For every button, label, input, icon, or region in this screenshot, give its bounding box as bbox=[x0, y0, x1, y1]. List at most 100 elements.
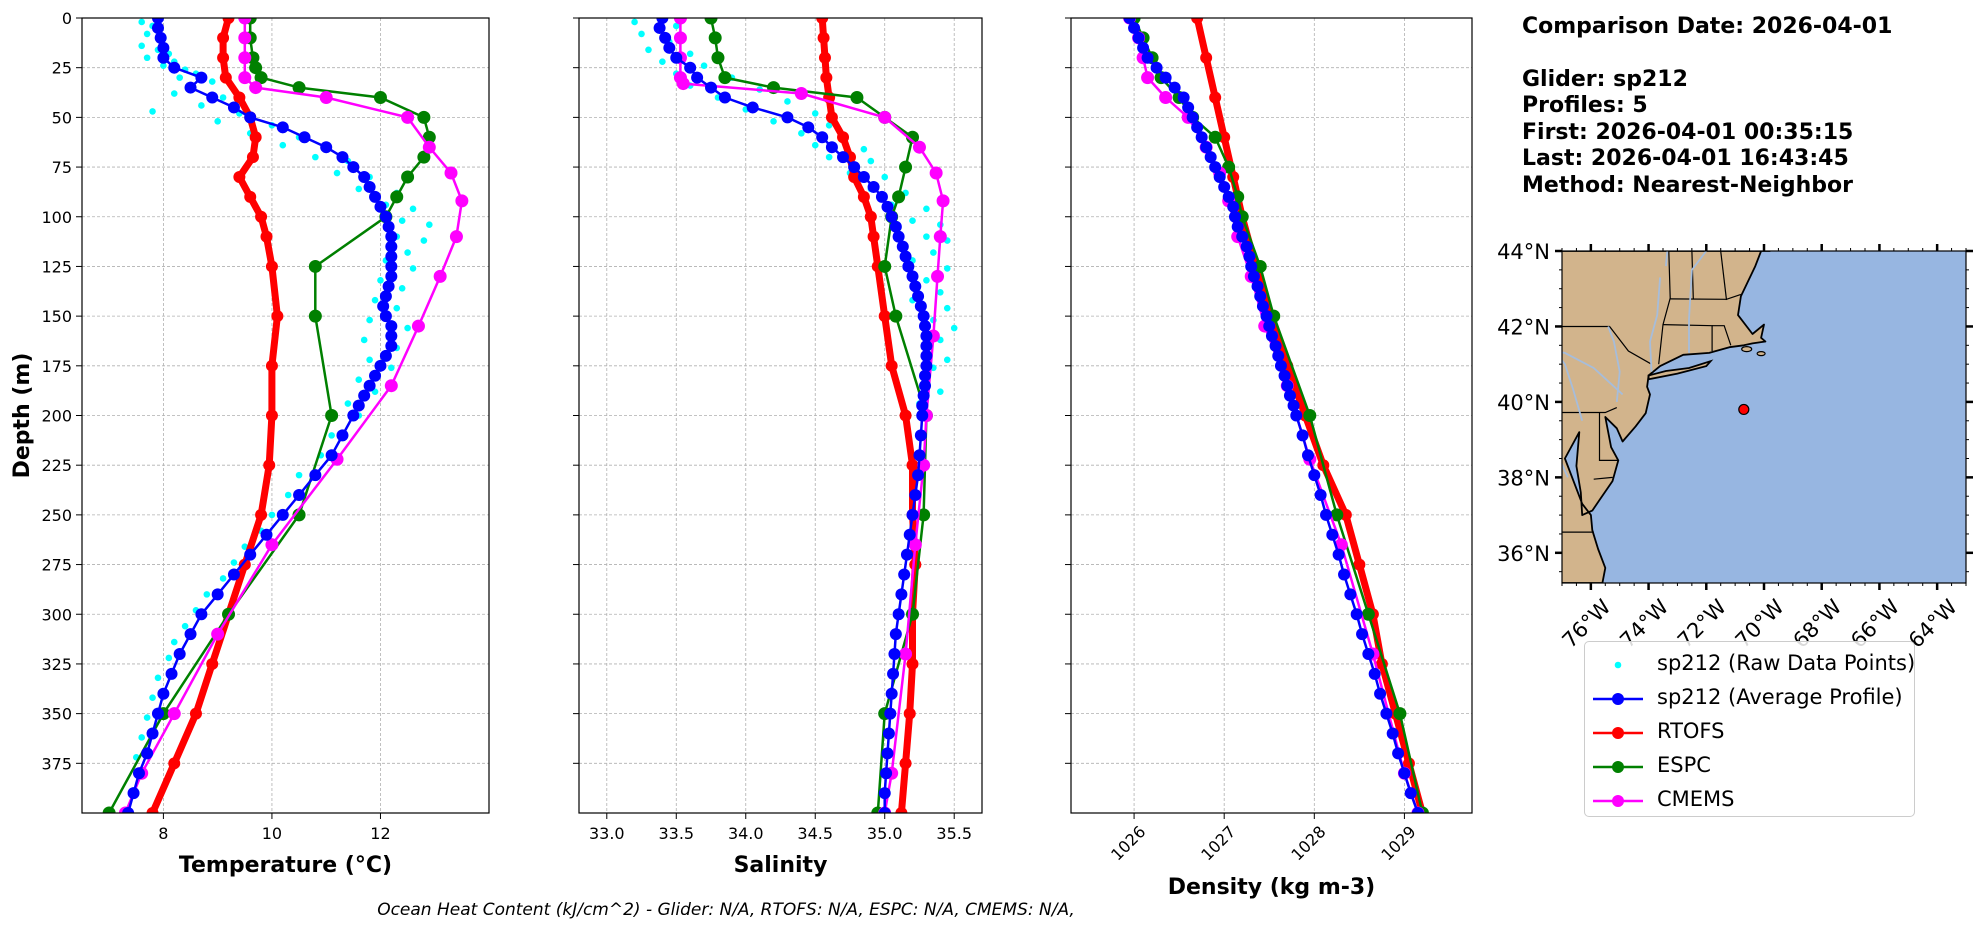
raw-point bbox=[930, 249, 937, 256]
average-marker bbox=[168, 61, 181, 74]
cmems-marker bbox=[444, 166, 458, 180]
cmems-marker bbox=[422, 140, 436, 154]
average-marker bbox=[336, 429, 349, 442]
espc-marker bbox=[899, 160, 913, 174]
average-marker bbox=[920, 330, 933, 342]
raw-point bbox=[138, 734, 145, 741]
raw-point bbox=[143, 30, 151, 38]
average-marker bbox=[379, 290, 392, 303]
espc-marker bbox=[308, 259, 322, 273]
rtofs-marker bbox=[238, 558, 251, 571]
average-marker bbox=[825, 141, 838, 154]
raw-point bbox=[295, 471, 303, 479]
average-marker bbox=[902, 260, 915, 273]
series-group bbox=[1123, 18, 1429, 813]
legend-marker bbox=[1612, 693, 1624, 705]
average-marker bbox=[151, 18, 164, 24]
raw-point bbox=[420, 237, 428, 244]
nantucket bbox=[1756, 351, 1766, 357]
average-marker bbox=[195, 71, 208, 84]
average-marker bbox=[1326, 528, 1339, 541]
cmems-marker bbox=[912, 140, 926, 154]
raw-point bbox=[943, 265, 951, 272]
series-average bbox=[653, 18, 933, 813]
average-marker bbox=[916, 399, 929, 412]
average-marker bbox=[909, 489, 922, 501]
average-marker bbox=[1265, 330, 1278, 342]
average-marker bbox=[1141, 51, 1154, 64]
raw-point bbox=[825, 122, 833, 129]
average-marker bbox=[347, 409, 360, 422]
average-marker bbox=[659, 31, 672, 44]
raw-point bbox=[811, 141, 819, 149]
y-axis bbox=[1065, 17, 1071, 764]
espc-marker bbox=[254, 71, 268, 85]
average-marker bbox=[336, 151, 349, 164]
average-marker bbox=[1368, 667, 1381, 680]
cmems-marker bbox=[673, 31, 687, 45]
average-marker bbox=[1344, 588, 1357, 601]
x-axis-label: Salinity bbox=[734, 853, 828, 878]
cmems-marker bbox=[676, 77, 690, 91]
river bbox=[1562, 461, 1569, 478]
average-marker bbox=[919, 379, 932, 392]
interp-method: Method: Nearest-Neighbor bbox=[1522, 172, 1853, 198]
x-tick-label: 1027 bbox=[1197, 822, 1239, 864]
x-tick-label: 12 bbox=[370, 824, 390, 843]
average-marker bbox=[1191, 121, 1204, 134]
rtofs-marker bbox=[848, 171, 861, 183]
average-marker bbox=[718, 91, 731, 104]
cmems-marker bbox=[931, 269, 945, 283]
espc-marker bbox=[878, 259, 892, 273]
glider-name: Glider: sp212 bbox=[1522, 66, 1688, 92]
average-marker bbox=[906, 508, 919, 521]
marthas-vineyard bbox=[1741, 345, 1753, 353]
raw-point bbox=[333, 169, 341, 177]
average-marker bbox=[705, 81, 718, 94]
average-marker bbox=[913, 449, 926, 462]
legend-entry-cmems: CMEMS bbox=[1585, 784, 1914, 818]
espc-marker bbox=[850, 91, 864, 104]
average-marker bbox=[165, 667, 178, 680]
average-marker bbox=[889, 220, 902, 233]
espc-marker bbox=[249, 61, 263, 75]
legend-label: sp212 (Raw Data Points) bbox=[1657, 651, 1916, 675]
raw-point bbox=[366, 356, 373, 364]
rtofs-marker bbox=[244, 190, 257, 203]
espc-marker bbox=[1330, 508, 1344, 522]
average-marker bbox=[1301, 449, 1314, 462]
rtofs-marker bbox=[260, 230, 273, 243]
average-marker bbox=[385, 230, 398, 243]
raw-point bbox=[219, 575, 227, 582]
average-marker bbox=[385, 320, 398, 333]
rtofs-marker bbox=[271, 310, 284, 323]
rtofs-marker bbox=[817, 31, 830, 44]
raw-point bbox=[208, 78, 216, 85]
map-lat-label: 44°N bbox=[1497, 240, 1550, 264]
average-marker bbox=[157, 687, 170, 700]
average-marker bbox=[920, 339, 933, 352]
cmems-marker bbox=[384, 379, 398, 393]
raw-point bbox=[219, 94, 227, 101]
rtofs-marker bbox=[825, 111, 838, 124]
raw-point bbox=[645, 46, 652, 54]
rtofs-marker bbox=[899, 757, 912, 770]
average-marker bbox=[374, 200, 387, 213]
average-marker bbox=[881, 200, 894, 213]
long-island bbox=[1647, 359, 1714, 381]
rtofs-marker bbox=[820, 71, 833, 84]
x-axis: 8 10 12 bbox=[158, 813, 391, 843]
average-marker bbox=[881, 747, 894, 760]
average-marker bbox=[1240, 240, 1253, 253]
raw-point bbox=[176, 74, 183, 81]
state-border bbox=[1712, 325, 1732, 346]
cmems-marker bbox=[673, 18, 687, 25]
raw-point bbox=[138, 18, 145, 26]
average-marker bbox=[1278, 369, 1291, 382]
rtofs-marker bbox=[1353, 558, 1366, 571]
average-marker bbox=[1404, 787, 1417, 800]
y-tick-label: 375 bbox=[41, 754, 72, 773]
rtofs-marker bbox=[265, 359, 278, 372]
legend-label: RTOFS bbox=[1657, 719, 1725, 743]
espc-marker bbox=[292, 81, 306, 95]
